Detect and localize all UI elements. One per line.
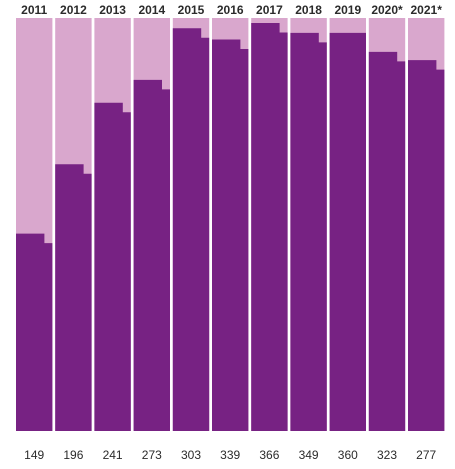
column-fill-2019 [329,32,366,432]
column-fill-2020-star [368,51,406,432]
value-label-2011: 149 [24,448,44,462]
column-fill-2012 [55,164,92,431]
value-label-2015: 303 [181,448,201,462]
value-label-2017: 366 [259,448,279,462]
year-label-2017: 2017 [256,3,283,17]
value-label-2019: 360 [338,448,358,462]
column-fill-2016 [212,39,249,431]
column-fill-2015 [172,28,210,432]
year-label-2021-star: 2021* [411,3,443,17]
value-label-2018: 349 [299,448,319,462]
column-fill-2011 [16,233,53,431]
year-label-2011: 2011 [21,3,47,17]
value-label-2014: 273 [142,448,162,462]
value-label-2016: 339 [220,448,240,462]
year-label-2012: 2012 [60,3,87,17]
year-label-2018: 2018 [295,3,322,17]
year-label-2016: 2016 [217,3,244,17]
year-label-2015: 2015 [178,3,205,17]
column-fill-2014 [133,79,170,432]
value-label-2021-star: 277 [416,448,436,462]
year-label-2020-star: 2020* [371,3,403,17]
year-label-2013: 2013 [99,3,126,17]
value-label-2013: 241 [103,448,123,462]
value-label-2020-star: 323 [377,448,397,462]
column-fill-2021-star [408,60,445,431]
value-label-2012: 196 [63,448,83,462]
year-label-2014: 2014 [138,3,165,17]
year-label-2019: 2019 [334,3,361,17]
column-fill-2017 [251,23,288,431]
column-fill-2013 [94,102,131,431]
column-fill-2018 [290,32,327,432]
